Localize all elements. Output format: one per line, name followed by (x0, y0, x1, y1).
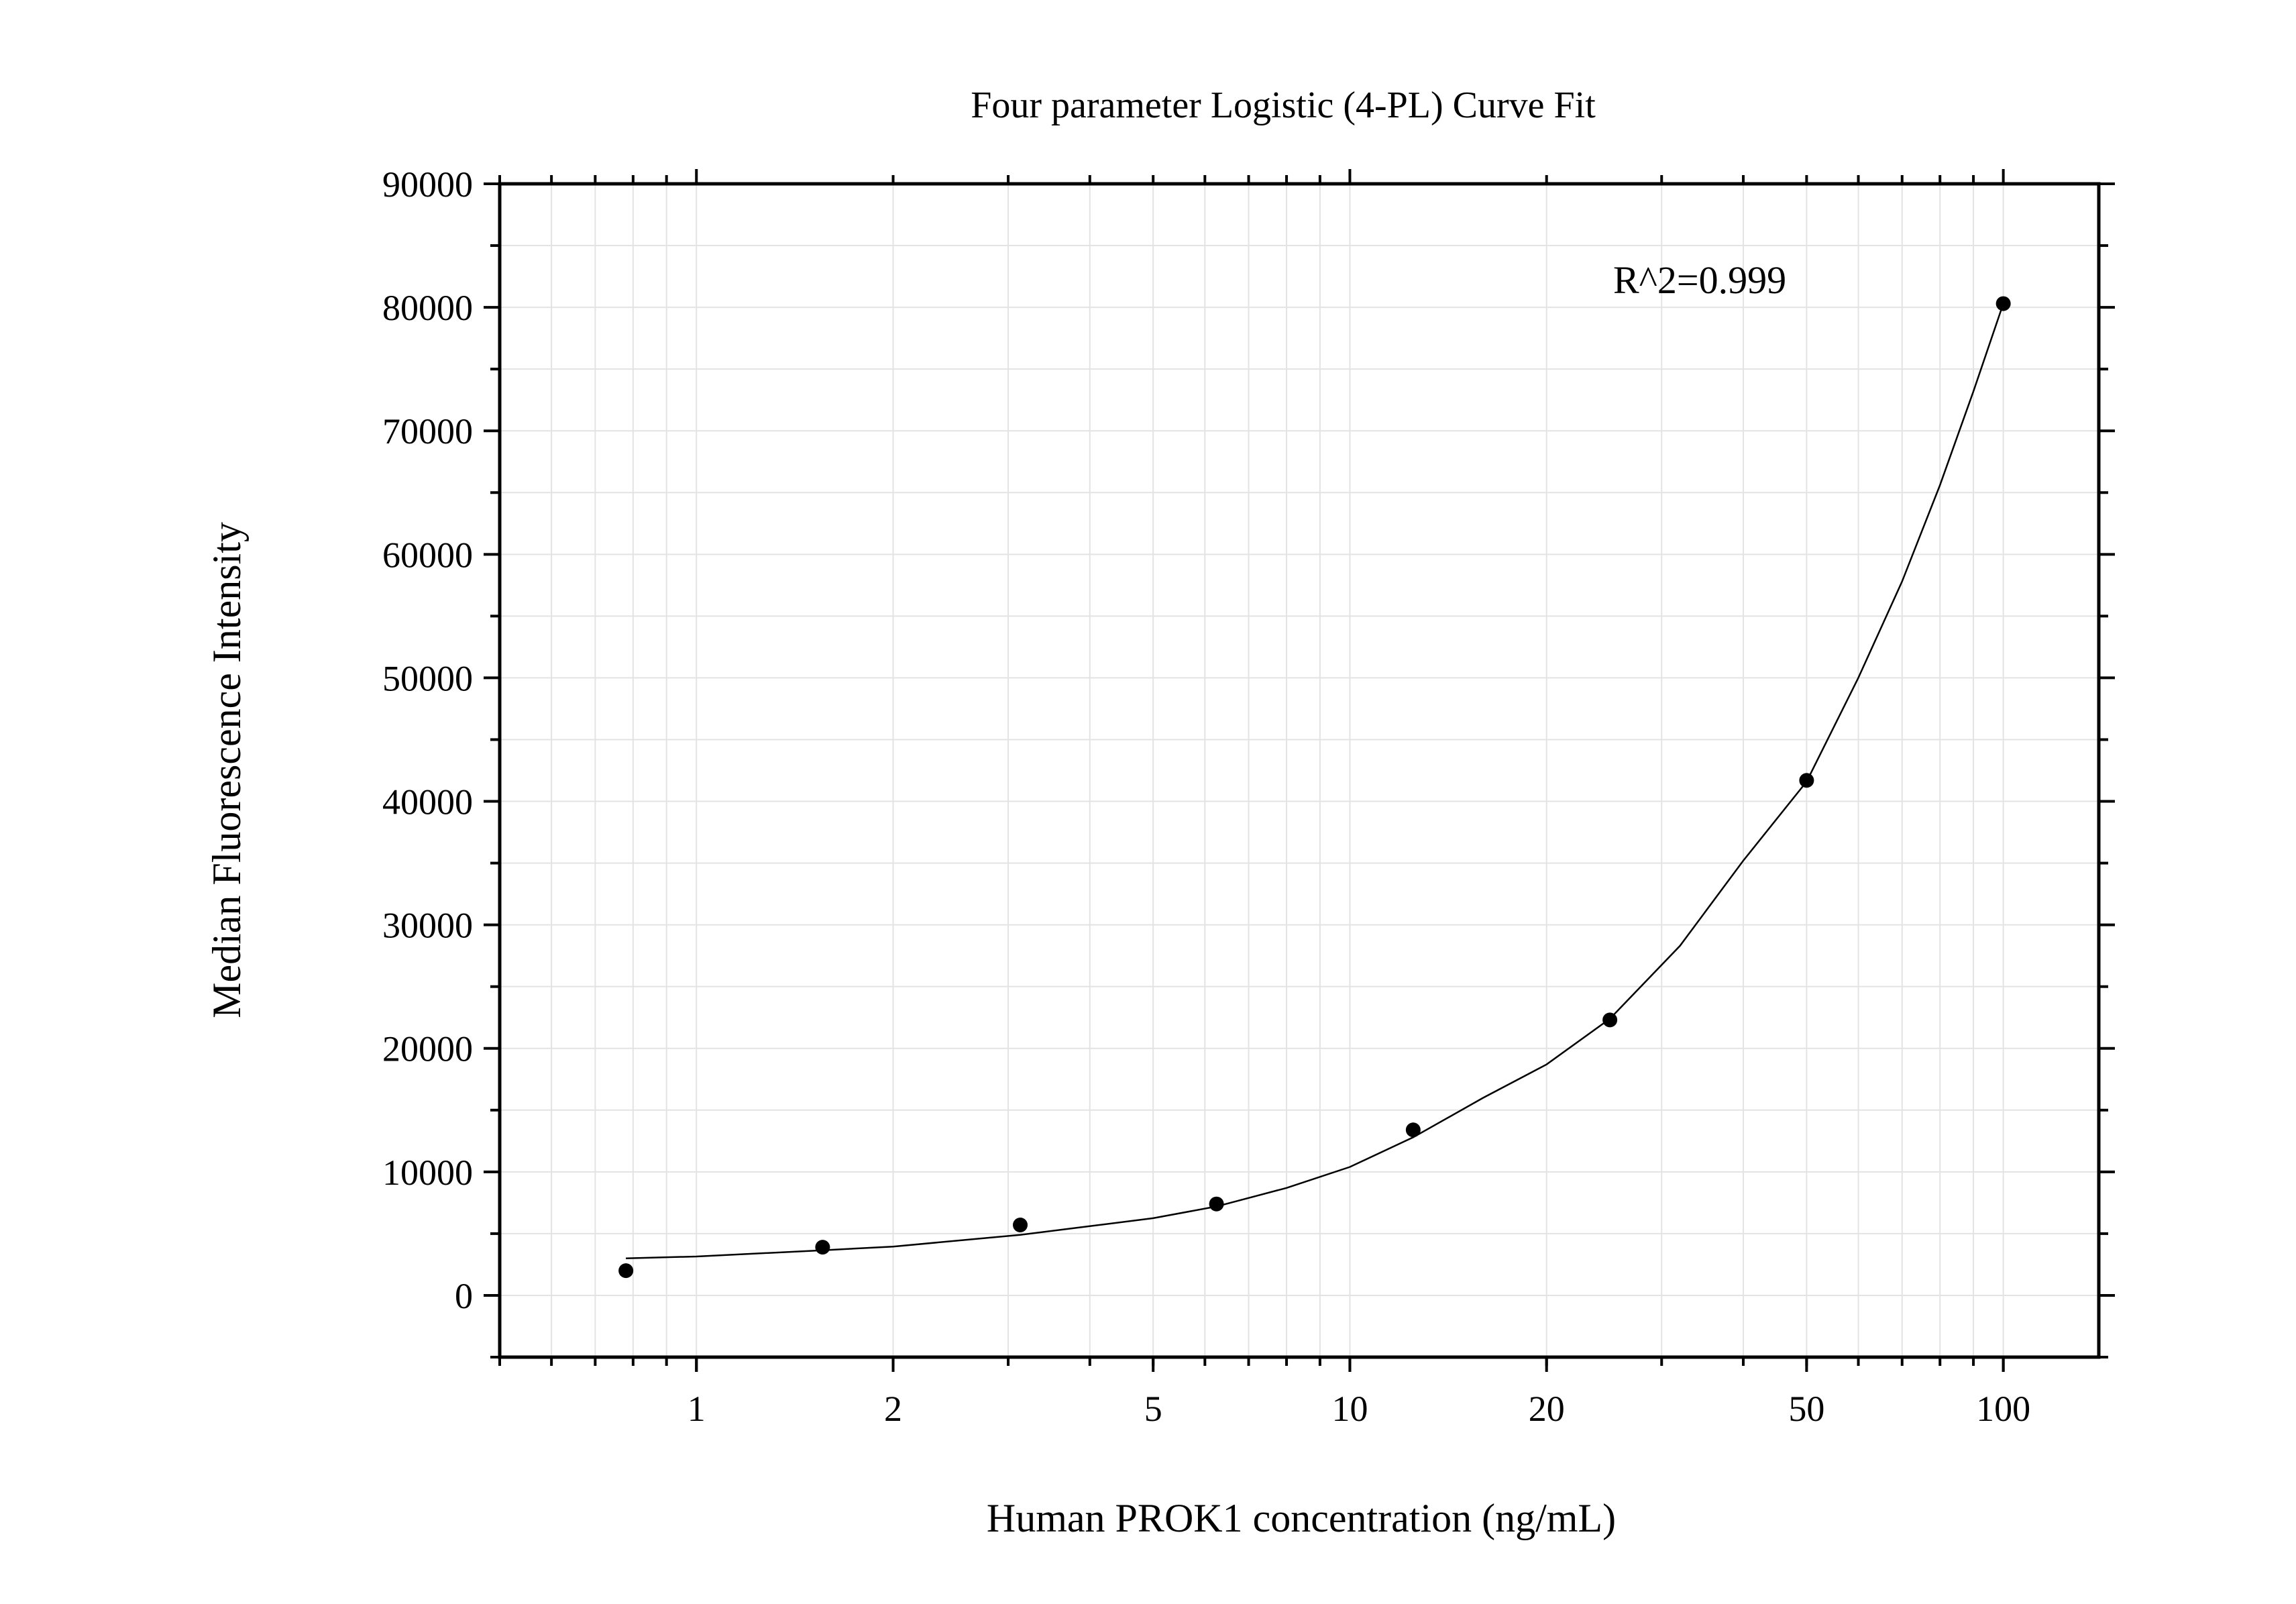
data-points (618, 296, 2011, 1279)
y-tick-label: 60000 (382, 535, 473, 575)
y-tick-label: 40000 (382, 782, 473, 822)
y-tick-label: 30000 (382, 906, 473, 946)
y-tick-labels: 0 10000 20000 30000 40000 50000 60000 70000 8000… (382, 164, 473, 1316)
data-point (618, 1263, 634, 1279)
data-point (1013, 1218, 1028, 1233)
y-tick-label: 80000 (382, 288, 473, 328)
grid (499, 184, 2099, 1357)
data-point (1405, 1122, 1421, 1138)
fit-curve-layer (626, 303, 2004, 1259)
fit-curve (626, 303, 2004, 1259)
x-axis-title: Human PROK1 concentration (ng/mL) (987, 1496, 1616, 1540)
y-tick-label: 0 (455, 1276, 473, 1316)
axis-ticks (484, 169, 2115, 1372)
x-tick-label: 5 (1144, 1389, 1162, 1429)
x-tick-label: 1 (688, 1389, 706, 1429)
x-tick-label: 2 (884, 1389, 902, 1429)
y-tick-label: 20000 (382, 1029, 473, 1069)
y-tick-label: 10000 (382, 1153, 473, 1193)
x-tick-label: 20 (1529, 1389, 1565, 1429)
x-tick-label: 10 (1331, 1389, 1368, 1429)
y-tick-label: 50000 (382, 658, 473, 698)
y-tick-label: 90000 (382, 164, 473, 205)
plot-frame (498, 182, 2101, 1359)
r-squared-annotation: R^2=0.999 (1613, 258, 1786, 302)
data-point (1602, 1012, 1618, 1028)
y-tick-label: 70000 (382, 411, 473, 451)
x-tick-labels: 1 2 5 10 20 50 100 (688, 1389, 2030, 1429)
x-tick-label: 50 (1788, 1389, 1824, 1429)
data-point (815, 1240, 830, 1255)
data-point (1209, 1196, 1224, 1212)
x-tick-label: 100 (1976, 1389, 2030, 1429)
chart-title: Four parameter Logistic (4-PL) Curve Fit (971, 85, 1596, 126)
data-point (1996, 296, 2011, 311)
y-axis-title: Median Fluorescence Intensity (205, 522, 249, 1018)
data-point (1799, 773, 1814, 788)
